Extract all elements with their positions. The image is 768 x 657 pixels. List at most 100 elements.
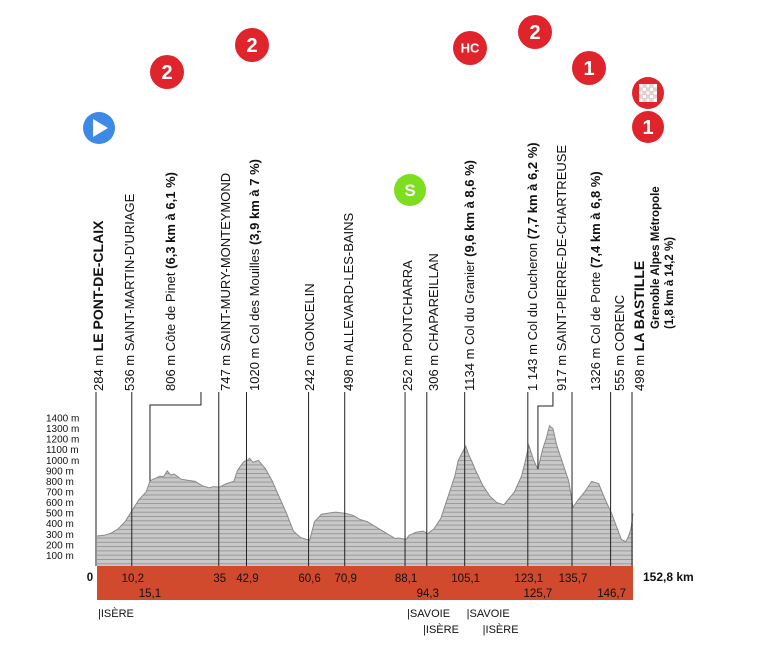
waypoint-name: SAINT-MURY-MONTEYMOND bbox=[218, 173, 233, 351]
waypoint-elevation: 498 m bbox=[632, 351, 647, 391]
waypoint-elevation: 306 m bbox=[426, 351, 441, 391]
waypoint-label: 536 m SAINT-MARTIN-D'URIAGE bbox=[122, 193, 137, 391]
start-km-label: 0 bbox=[87, 572, 93, 584]
y-tick-label: 1400 m bbox=[46, 414, 79, 425]
y-tick-label: 200 m bbox=[46, 540, 74, 551]
climb-category-text: 2 bbox=[161, 62, 172, 84]
svg-text:306 m CHAPAREILLAN: 306 m CHAPAREILLAN bbox=[426, 253, 441, 391]
y-tick-label: 1100 m bbox=[46, 445, 79, 456]
profile-area bbox=[96, 424, 634, 566]
waypoint-name: Côte de Pinet bbox=[163, 272, 178, 351]
y-tick-label: 600 m bbox=[46, 498, 74, 509]
svg-text:498 m ALLEVARD-LES-BAINS: 498 m ALLEVARD-LES-BAINS bbox=[341, 212, 356, 391]
finish-subtitle: Grenoble Alpes Métropole (1,8 km à 14,2 %… bbox=[650, 186, 676, 329]
svg-text:555 m CORENC: 555 m CORENC bbox=[612, 295, 627, 391]
profile-line bbox=[96, 424, 634, 543]
waypoint-elevation: 1326 m bbox=[588, 344, 603, 391]
waypoint-label: 498 m ALLEVARD-LES-BAINS bbox=[341, 212, 356, 391]
waypoint-label: 242 m GONCELIN bbox=[302, 283, 317, 391]
waypoint-badges: 2 2 HC 2 1 S 1 bbox=[83, 15, 664, 206]
km-tick-label: 123,1 bbox=[514, 573, 543, 585]
waypoint-elevation: 284 m bbox=[91, 351, 106, 391]
waypoint-elevation: 242 m bbox=[302, 351, 317, 391]
climb-stats: (6,3 km à 6,1 %) bbox=[163, 172, 178, 272]
svg-text:498 m LA BASTILLE: 498 m LA BASTILLE bbox=[631, 261, 647, 391]
svg-text:1326 m Col de Porte (7,4 km à: 1326 m Col de Porte (7,4 km à 6,8 %) bbox=[588, 171, 603, 391]
waypoint-name: ALLEVARD-LES-BAINS bbox=[341, 212, 356, 352]
svg-text:536 m SAINT-MARTIN-D'URIAGE: 536 m SAINT-MARTIN-D'URIAGE bbox=[122, 193, 137, 391]
svg-text:917 m SAINT-PIERRE-DE-CHARTRE: 917 m SAINT-PIERRE-DE-CHARTREUSE bbox=[554, 145, 569, 391]
waypoint-elevation: 747 m bbox=[218, 351, 233, 391]
km-tick-label: 135,7 bbox=[559, 573, 588, 585]
waypoint-elevation: 917 m bbox=[554, 351, 569, 391]
km-tick-label: 60,6 bbox=[298, 573, 320, 585]
finish-category-badge bbox=[632, 111, 664, 143]
region-label: |SAVOIE bbox=[407, 608, 450, 620]
region-label: |ISÈRE bbox=[98, 607, 134, 620]
waypoint-label: 252 m PONTCHARRA bbox=[400, 260, 415, 391]
y-tick-label: 1000 m bbox=[46, 456, 79, 467]
region-label: |ISÈRE bbox=[423, 623, 459, 636]
climb-stats: (3,9 km à 7 %) bbox=[247, 159, 262, 249]
region-label: |SAVOIE bbox=[467, 608, 510, 620]
waypoint-elevation: 555 m bbox=[612, 351, 627, 391]
profile-hatch bbox=[97, 425, 633, 566]
total-distance-label: 152,8 km bbox=[643, 570, 694, 584]
waypoint-name: Col de Porte bbox=[588, 272, 603, 344]
region-labels: |ISÈRE |SAVOIE |ISÈRE |SAVOIE |ISÈRE bbox=[98, 607, 519, 636]
km-tick-label: 88,1 bbox=[395, 573, 417, 585]
km-tick-label: 105,1 bbox=[451, 573, 480, 585]
waypoint-elevation: 536 m bbox=[122, 351, 137, 391]
waypoint-label: 555 m CORENC bbox=[612, 295, 627, 391]
distance-band: 0 152,8 km 10,2 15,1 35 42,9 60,6 70,9 88,194,3 1… bbox=[87, 566, 694, 600]
climb-stats: (9,6 km à 8,6 %) bbox=[462, 160, 477, 260]
waypoint-elevation: 806 m bbox=[163, 351, 178, 391]
waypoint-name: LA BASTILLE bbox=[631, 261, 647, 351]
y-tick-label: 900 m bbox=[46, 466, 74, 477]
km-tick-label: 70,9 bbox=[335, 573, 357, 585]
waypoint-label: 1326 m Col de Porte (7,4 km à 6,8 %) bbox=[588, 171, 603, 391]
sprint-s-icon: S bbox=[404, 181, 415, 200]
svg-text:806 m Côte de Pinet (6,3 km à: 806 m Côte de Pinet (6,3 km à 6,1 %) bbox=[163, 172, 178, 391]
waypoint-guide-line bbox=[537, 392, 554, 470]
waypoint-elevation: 1020 m bbox=[247, 344, 262, 391]
waypoint-label: 498 m LA BASTILLE bbox=[631, 261, 647, 391]
y-tick-label: 1300 m bbox=[46, 424, 79, 435]
svg-text:284 m LE PONT-DE-CLAIX: 284 m LE PONT-DE-CLAIX bbox=[90, 220, 106, 391]
waypoint-guide-lines bbox=[95, 392, 633, 566]
waypoint-label: 306 m CHAPAREILLAN bbox=[426, 253, 441, 391]
climb-category-badge bbox=[572, 51, 606, 85]
km-tick-label: 94,3 bbox=[417, 588, 439, 600]
km-tick-label: 15,1 bbox=[139, 588, 161, 600]
finish-climb-stats: (1,8 km à 14,2 %) bbox=[664, 237, 676, 329]
km-tick-label: 146,7 bbox=[597, 588, 626, 600]
waypoint-label: 284 m LE PONT-DE-CLAIX bbox=[90, 220, 106, 391]
climb-category-text: 1 bbox=[583, 58, 594, 80]
y-tick-label: 500 m bbox=[46, 509, 74, 520]
y-tick-label: 300 m bbox=[46, 530, 74, 541]
svg-text:242 m GONCELIN: 242 m GONCELIN bbox=[302, 283, 317, 391]
climb-category-text: 2 bbox=[246, 35, 257, 57]
km-tick-label: 35 bbox=[213, 573, 226, 585]
svg-text:1 143 m Col du Cucheron (7,7: 1 143 m Col du Cucheron (7,7 km à 6,2 %) bbox=[525, 142, 540, 391]
waypoint-elevation: 1134 m bbox=[462, 345, 477, 391]
waypoint-name: CORENC bbox=[612, 295, 627, 351]
km-tick-label: 42,9 bbox=[236, 573, 258, 585]
waypoint-label: 1134 m Col du Granier (9,6 km à 8,6 %) bbox=[462, 160, 477, 391]
svg-text:747 m SAINT-MURY-MONTEYMOND: 747 m SAINT-MURY-MONTEYMOND bbox=[218, 173, 233, 391]
svg-text:1134 m Col du Granier (9,6 km: 1134 m Col du Granier (9,6 km à 8,6 %) bbox=[462, 160, 477, 391]
checkered-flag-icon bbox=[639, 84, 657, 102]
waypoint-name: Col du Granier bbox=[462, 260, 477, 345]
sprint-badge bbox=[394, 174, 426, 206]
distance-band-bar bbox=[97, 566, 633, 600]
waypoint-labels: 284 m LE PONT-DE-CLAIX 536 m SAINT-MARTIN… bbox=[90, 142, 676, 391]
svg-text:252 m PONTCHARRA: 252 m PONTCHARRA bbox=[400, 260, 415, 391]
climb-category-badge bbox=[235, 28, 269, 62]
waypoint-label: 747 m SAINT-MURY-MONTEYMOND bbox=[218, 173, 233, 391]
finish-category-text: 1 bbox=[642, 117, 653, 139]
waypoint-name: LE PONT-DE-CLAIX bbox=[90, 220, 106, 351]
waypoint-name: GONCELIN bbox=[302, 283, 317, 351]
climb-category-text: 2 bbox=[529, 22, 540, 44]
